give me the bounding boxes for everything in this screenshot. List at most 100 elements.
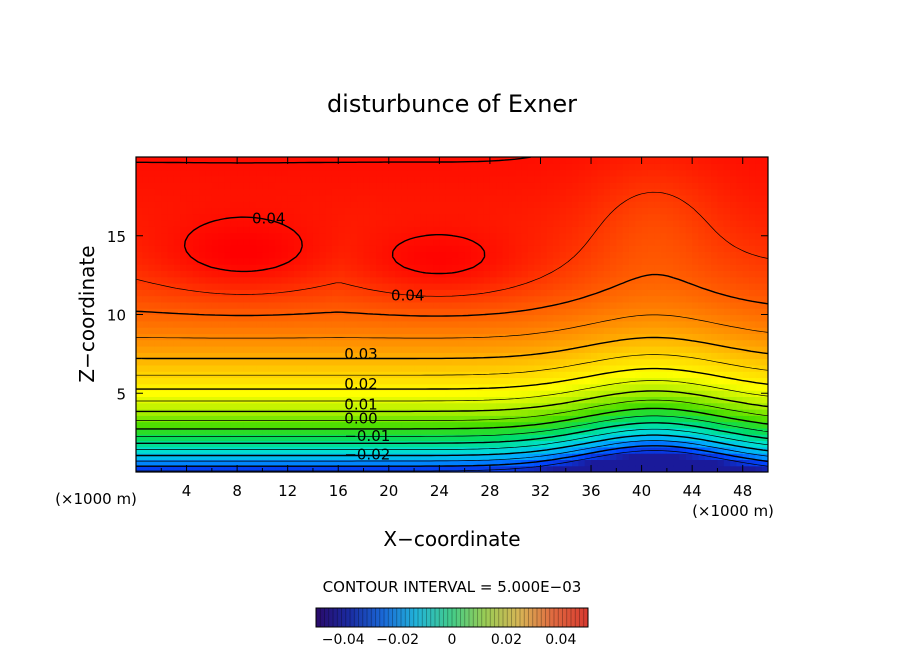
heat-cell	[622, 409, 630, 416]
heat-cell	[698, 270, 706, 278]
heat-cell	[458, 308, 466, 316]
heat-cell	[275, 327, 282, 334]
heat-cell	[230, 238, 238, 246]
heat-cell	[376, 453, 384, 460]
heat-cell	[679, 220, 687, 227]
heat-cell	[268, 434, 276, 442]
heat-cell	[275, 427, 282, 435]
heat-cell	[300, 264, 308, 271]
heat-cell	[369, 396, 377, 404]
heat-cell	[622, 295, 630, 303]
heat-cell	[369, 371, 377, 379]
heat-cell	[414, 434, 421, 442]
heat-cell	[312, 346, 320, 353]
heat-cell	[755, 220, 763, 227]
heat-cell	[350, 314, 358, 322]
heat-cell	[477, 163, 485, 171]
heat-cell	[635, 459, 643, 467]
heat-cell	[603, 434, 611, 442]
heat-cell	[243, 352, 251, 360]
heat-cell	[414, 163, 421, 171]
heat-cell	[287, 396, 295, 404]
heat-cell	[357, 213, 365, 221]
heat-cell	[711, 232, 719, 240]
heat-cell	[173, 320, 181, 328]
heat-cell	[755, 358, 763, 366]
heat-cell	[496, 220, 504, 227]
heat-cell	[553, 409, 561, 416]
heat-cell	[262, 232, 270, 240]
heat-cell	[186, 339, 194, 347]
heat-cell	[622, 194, 630, 202]
heat-cell	[401, 175, 409, 183]
heat-cell	[742, 232, 750, 240]
heat-cell	[540, 163, 548, 171]
heat-cell	[192, 320, 200, 328]
heat-cell	[692, 314, 700, 322]
heat-cell	[489, 175, 497, 183]
heat-cell	[698, 333, 706, 341]
heat-cell	[382, 459, 390, 467]
heat-cell	[730, 188, 737, 196]
heat-cell	[698, 301, 706, 309]
heat-cell	[249, 232, 257, 240]
heat-cell	[350, 308, 358, 316]
heat-cell	[420, 188, 428, 196]
heat-cell	[230, 320, 238, 328]
heat-cell	[515, 157, 523, 164]
heat-cell	[445, 390, 453, 397]
heat-cell	[237, 270, 245, 278]
heat-cell	[666, 182, 674, 190]
heat-cell	[180, 201, 188, 208]
heat-cell	[660, 465, 668, 472]
heat-cell	[249, 409, 257, 416]
heat-cell	[211, 358, 219, 366]
heat-cell	[654, 409, 662, 416]
heat-cell	[445, 402, 453, 410]
heat-cell	[363, 188, 371, 196]
heat-cell	[698, 295, 706, 303]
heat-cell	[161, 163, 169, 171]
heat-cell	[755, 270, 763, 278]
heat-cell	[458, 276, 466, 284]
heat-cell	[363, 396, 371, 404]
heat-cell	[692, 459, 700, 467]
heat-cell	[540, 157, 548, 164]
heat-cell	[268, 194, 276, 202]
heat-cell	[508, 339, 516, 347]
heat-cell	[660, 427, 668, 435]
heat-cell	[344, 409, 352, 416]
heat-cell	[369, 188, 377, 196]
heat-cell	[306, 453, 314, 460]
heat-cell	[723, 390, 731, 397]
heat-cell	[730, 201, 737, 208]
heat-cell	[711, 220, 719, 227]
heat-cell	[420, 163, 428, 171]
heat-cell	[294, 194, 301, 202]
heat-cell	[515, 276, 523, 284]
heat-cell	[470, 213, 478, 221]
heat-cell	[477, 421, 485, 429]
heat-cell	[199, 427, 207, 435]
heat-cell	[300, 157, 308, 164]
heat-cell	[508, 270, 516, 278]
heat-cell	[666, 270, 674, 278]
heat-cell	[654, 175, 662, 183]
heat-cell	[616, 163, 624, 171]
heat-cell	[300, 459, 308, 467]
heat-cell	[647, 415, 655, 423]
heat-cell	[647, 201, 655, 208]
heat-cell	[489, 207, 497, 215]
heat-cell	[508, 220, 516, 227]
heat-cell	[395, 352, 403, 360]
heat-cell	[395, 295, 403, 303]
heat-cell	[641, 289, 649, 297]
heat-cell	[755, 182, 763, 190]
heat-cell	[414, 270, 421, 278]
heat-cell	[300, 232, 308, 240]
heat-cell	[218, 163, 226, 171]
heat-cell	[540, 346, 548, 353]
heat-cell	[496, 264, 504, 271]
heat-cell	[306, 238, 314, 246]
heat-cell	[597, 207, 605, 215]
